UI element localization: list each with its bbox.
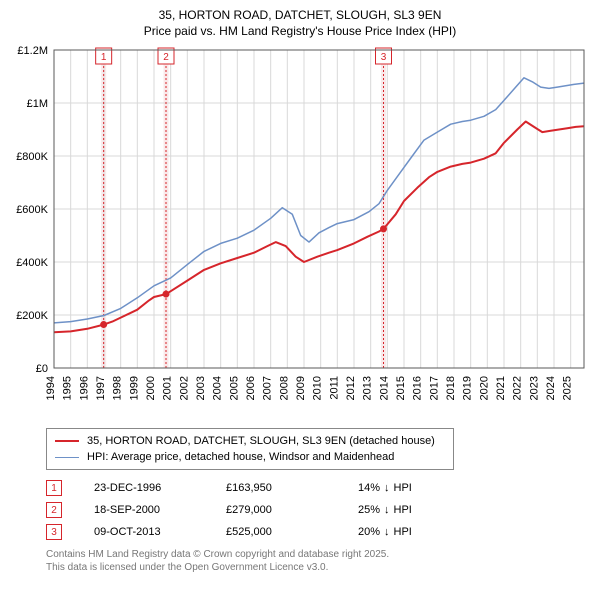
svg-text:2011: 2011 bbox=[328, 376, 340, 400]
svg-text:2006: 2006 bbox=[245, 376, 257, 400]
title-address: 35, HORTON ROAD, DATCHET, SLOUGH, SL3 9E… bbox=[10, 8, 590, 22]
svg-text:2024: 2024 bbox=[545, 376, 557, 400]
event-price: £163,950 bbox=[226, 482, 326, 494]
svg-text:2014: 2014 bbox=[378, 376, 390, 400]
svg-text:2000: 2000 bbox=[145, 376, 157, 400]
event-row: 3 09-OCT-2013 £525,000 20%↓HPI bbox=[46, 524, 590, 540]
svg-text:1996: 1996 bbox=[78, 376, 90, 400]
event-price: £279,000 bbox=[226, 504, 326, 516]
chart-titles: 35, HORTON ROAD, DATCHET, SLOUGH, SL3 9E… bbox=[10, 8, 590, 38]
svg-text:2007: 2007 bbox=[262, 376, 274, 400]
attribution-footer: Contains HM Land Registry data © Crown c… bbox=[46, 548, 590, 574]
event-delta: 14%↓HPI bbox=[358, 482, 412, 494]
event-row: 2 18-SEP-2000 £279,000 25%↓HPI bbox=[46, 502, 590, 518]
arrow-down-icon: ↓ bbox=[384, 482, 390, 494]
legend-swatch bbox=[55, 457, 79, 458]
svg-text:2008: 2008 bbox=[278, 376, 290, 400]
arrow-down-icon: ↓ bbox=[384, 504, 390, 516]
svg-text:£1.2M: £1.2M bbox=[17, 45, 48, 57]
svg-text:2015: 2015 bbox=[395, 376, 407, 400]
svg-text:£800K: £800K bbox=[16, 151, 48, 163]
svg-text:2: 2 bbox=[163, 52, 169, 63]
event-delta: 20%↓HPI bbox=[358, 526, 412, 538]
svg-text:2003: 2003 bbox=[195, 376, 207, 400]
event-marker-box: 2 bbox=[46, 502, 62, 518]
svg-text:2021: 2021 bbox=[495, 376, 507, 400]
svg-text:2002: 2002 bbox=[178, 376, 190, 400]
svg-text:2022: 2022 bbox=[512, 376, 524, 400]
svg-text:2020: 2020 bbox=[478, 376, 490, 400]
svg-text:2017: 2017 bbox=[428, 376, 440, 400]
svg-text:1: 1 bbox=[101, 52, 107, 63]
svg-text:1995: 1995 bbox=[62, 376, 74, 400]
line-chart-svg: £0 £200K £400K £600K £800K £1M £1.2M 1994 1995 19… bbox=[10, 42, 590, 422]
event-date: 18-SEP-2000 bbox=[94, 504, 194, 516]
svg-text:£400K: £400K bbox=[16, 257, 48, 269]
svg-text:£600K: £600K bbox=[16, 204, 48, 216]
svg-text:2005: 2005 bbox=[228, 376, 240, 400]
svg-text:1994: 1994 bbox=[45, 376, 57, 400]
event-row: 1 23-DEC-1996 £163,950 14%↓HPI bbox=[46, 480, 590, 496]
legend-row: 35, HORTON ROAD, DATCHET, SLOUGH, SL3 9E… bbox=[55, 433, 445, 449]
event-price: £525,000 bbox=[226, 526, 326, 538]
footer-line1: Contains HM Land Registry data © Crown c… bbox=[46, 548, 590, 561]
svg-text:£0: £0 bbox=[36, 363, 48, 375]
event-marker-box: 3 bbox=[46, 524, 62, 540]
legend: 35, HORTON ROAD, DATCHET, SLOUGH, SL3 9E… bbox=[46, 428, 454, 470]
chart-container: 35, HORTON ROAD, DATCHET, SLOUGH, SL3 9E… bbox=[0, 0, 600, 590]
event-marker-box: 1 bbox=[46, 480, 62, 496]
svg-text:2018: 2018 bbox=[445, 376, 457, 400]
title-subtitle: Price paid vs. HM Land Registry's House … bbox=[10, 24, 590, 38]
legend-label: 35, HORTON ROAD, DATCHET, SLOUGH, SL3 9E… bbox=[87, 433, 435, 449]
svg-text:£200K: £200K bbox=[16, 310, 48, 322]
svg-text:2019: 2019 bbox=[462, 376, 474, 400]
legend-label: HPI: Average price, detached house, Wind… bbox=[87, 449, 394, 465]
svg-text:2013: 2013 bbox=[362, 376, 374, 400]
svg-text:1997: 1997 bbox=[95, 376, 107, 400]
footer-line2: This data is licensed under the Open Gov… bbox=[46, 561, 590, 574]
event-date: 09-OCT-2013 bbox=[94, 526, 194, 538]
legend-row: HPI: Average price, detached house, Wind… bbox=[55, 449, 445, 465]
svg-text:1999: 1999 bbox=[128, 376, 140, 400]
event-date: 23-DEC-1996 bbox=[94, 482, 194, 494]
arrow-down-icon: ↓ bbox=[384, 526, 390, 538]
svg-text:2023: 2023 bbox=[528, 376, 540, 400]
legend-swatch bbox=[55, 440, 79, 442]
svg-text:3: 3 bbox=[381, 52, 387, 63]
svg-text:2016: 2016 bbox=[412, 376, 424, 400]
svg-text:2012: 2012 bbox=[345, 376, 357, 400]
svg-text:2025: 2025 bbox=[562, 376, 574, 400]
svg-text:2009: 2009 bbox=[295, 376, 307, 400]
svg-text:2010: 2010 bbox=[312, 376, 324, 400]
event-table: 1 23-DEC-1996 £163,950 14%↓HPI 2 18-SEP-2000 £… bbox=[46, 480, 590, 540]
chart-area: £0 £200K £400K £600K £800K £1M £1.2M 1994 1995 19… bbox=[10, 42, 590, 422]
svg-text:2001: 2001 bbox=[162, 376, 174, 400]
svg-text:2004: 2004 bbox=[212, 376, 224, 400]
event-delta: 25%↓HPI bbox=[358, 504, 412, 516]
svg-text:1998: 1998 bbox=[112, 376, 124, 400]
svg-text:£1M: £1M bbox=[27, 98, 48, 110]
